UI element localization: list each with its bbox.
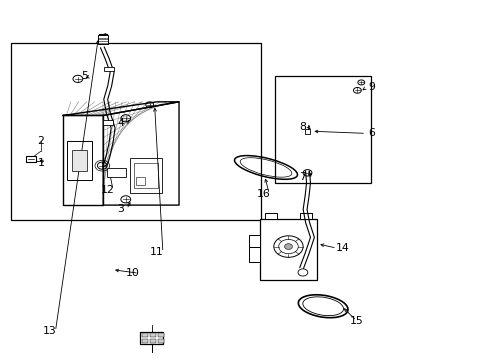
Bar [103,120,113,125]
Circle shape [285,244,293,249]
Bar [275,76,370,183]
Bar [249,234,260,247]
Text: 16: 16 [257,189,270,199]
Text: 2: 2 [37,136,44,145]
Text: 8: 8 [299,122,306,132]
Bar [140,332,163,344]
Bar [158,339,164,343]
Bar [98,36,108,44]
Bar [107,168,126,177]
Text: 14: 14 [336,243,349,253]
Bar [300,213,313,220]
Bar [142,339,148,343]
Text: 6: 6 [368,129,375,138]
Bar [265,213,277,220]
Bar [104,67,114,71]
Bar [150,333,156,337]
Bar [11,42,261,220]
Bar [26,156,36,162]
Text: 7: 7 [299,172,306,182]
Bar [142,333,148,337]
Polygon shape [103,102,179,205]
Text: 17: 17 [145,333,158,343]
Text: 13: 13 [43,326,56,336]
Text: 15: 15 [349,316,363,325]
Text: 1: 1 [37,158,44,168]
Bar [158,333,164,337]
Bar [249,247,260,262]
Text: 4: 4 [117,118,124,128]
Polygon shape [63,102,179,116]
Text: 12: 12 [100,185,114,195]
Text: 10: 10 [125,268,140,278]
Bar [150,339,156,343]
Text: 9: 9 [368,82,375,93]
Bar [67,140,92,180]
Bar [136,177,145,185]
Bar [72,149,87,171]
Bar [130,158,162,193]
Bar [260,220,318,280]
Text: 5: 5 [81,71,88,81]
Text: 3: 3 [117,204,124,215]
Bar [134,163,158,188]
Text: 11: 11 [150,247,164,257]
Bar [305,130,311,134]
